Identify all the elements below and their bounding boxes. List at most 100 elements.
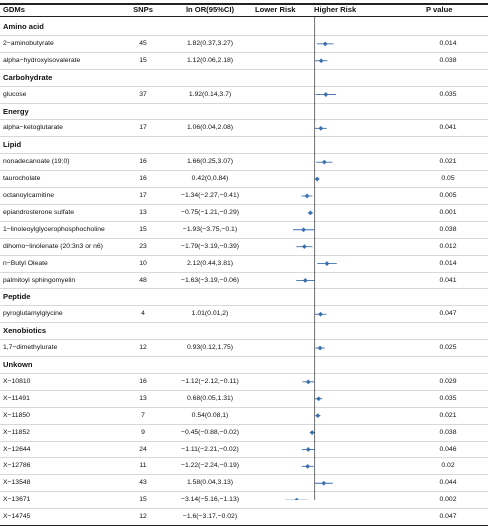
row-or-ci: −1.22(−2.24,−0.19) (180, 462, 239, 470)
row-separator (0, 102, 488, 104)
row-or-ci: −1.6(−3.17,−0.02) (182, 513, 238, 521)
row-name: alpha−hydroxyisovalerate (3, 56, 81, 64)
row-name: n−Butyl Oleate (3, 259, 48, 267)
row-snps: 9 (141, 428, 145, 436)
row-name: 1−linoleoylglycerophosphocholine (3, 225, 105, 233)
row-or-ci: −0.75(−1.21,−0.29) (180, 208, 239, 216)
row-or-ci: −1.63(−3.19,−0.06) (180, 276, 239, 284)
row-separator (0, 288, 488, 290)
col-header-gdms: GDMs (3, 5, 25, 14)
row-name: X−10810 (3, 377, 31, 385)
row-or-ci: 1.01(0.01,2) (191, 310, 229, 318)
row-separator (0, 271, 488, 273)
point-estimate (318, 125, 324, 131)
header-bottom-rule (0, 16, 488, 17)
row-snps: 43 (139, 479, 147, 487)
row-or-ci: −1.93(−3.75,−0.1) (182, 225, 238, 233)
row-p-value: 0.012 (439, 242, 457, 250)
row-or-ci: −1.11(−2.21,−0.02) (181, 445, 239, 453)
row-separator (0, 457, 488, 459)
point-estimate (323, 92, 329, 97)
row-separator (0, 237, 488, 239)
row-name: nonadecanoate (19:0) (3, 158, 70, 166)
row-snps: 23 (139, 242, 147, 250)
row-snps: 7 (141, 411, 145, 419)
point-estimate (302, 278, 308, 283)
row-separator (0, 389, 488, 391)
row-p-value: 0.029 (439, 377, 457, 385)
point-estimate (301, 244, 307, 250)
row-p-value: 0.041 (439, 124, 457, 132)
row-separator (0, 68, 488, 70)
group-label: Amino acid (3, 22, 44, 31)
group-label: Xenobiotics (3, 326, 47, 336)
col-header-lower-risk: Lower Risk (255, 5, 296, 14)
row-separator (0, 356, 488, 357)
group-label: Carbohydrate (3, 72, 53, 82)
point-estimate (305, 463, 311, 469)
row-snps: 16 (139, 175, 147, 183)
row-separator (0, 372, 488, 374)
row-name: X−11491 (3, 394, 30, 402)
row-separator (0, 305, 488, 307)
row-name: alpha−ketoglutarate (3, 124, 63, 132)
row-snps: 12 (139, 344, 147, 352)
row-separator (0, 170, 488, 172)
row-name: X−14745 (3, 513, 31, 521)
row-snps: 15 (139, 225, 147, 233)
row-name: glucose (3, 90, 27, 98)
row-snps: 24 (139, 445, 147, 453)
row-name: octanoylcarnitine (3, 192, 55, 199)
row-p-value: 0.025 (439, 344, 457, 352)
col-header-higher-risk: Higher Risk (314, 5, 357, 14)
row-p-value: 0.038 (439, 225, 457, 233)
row-p-value: 0.044 (439, 479, 457, 487)
group-label: Unkown (3, 360, 33, 369)
row-separator (0, 153, 488, 155)
row-separator (0, 51, 488, 53)
row-or-ci: 1.82(0.37,3.27) (186, 39, 234, 47)
row-name: X−11852 (3, 428, 30, 436)
point-estimate (305, 379, 311, 385)
row-name: X−12644 (3, 445, 31, 453)
row-or-ci: 0.68(0.05,1.31) (186, 394, 234, 402)
row-name: epiandrosterone sulfate (3, 208, 75, 216)
point-estimate (322, 41, 328, 47)
row-or-ci: 1.58(0.04,3.13) (186, 479, 234, 487)
row-name: pyroglutamylglycine (3, 310, 63, 318)
point-estimate (318, 311, 323, 317)
row-p-value: 0.021 (439, 158, 457, 166)
row-separator (0, 119, 488, 121)
col-header-or: ln OR(95%CI) (185, 5, 235, 14)
row-or-ci: 1.06(0.04,2.08) (186, 124, 234, 132)
row-name: taurocholate (3, 175, 41, 183)
row-or-ci: 0.54(0.08,1) (191, 411, 229, 419)
row-or-ci: −1.12(−2.12,−0.11) (181, 377, 239, 385)
row-or-ci: 1.12(0.06,2.18) (186, 56, 234, 64)
row-p-value: 0.014 (439, 259, 457, 267)
row-p-value: 0.05 (441, 175, 455, 183)
point-estimate (321, 480, 327, 486)
col-header-p-value: P value (426, 5, 453, 14)
row-p-value: 0.035 (439, 394, 457, 402)
row-separator (0, 85, 488, 87)
row-snps: 37 (139, 90, 147, 98)
point-estimate (315, 413, 321, 419)
row-p-value: 0.038 (439, 428, 457, 436)
row-name: 2−aminobutyrate (3, 39, 54, 47)
point-estimate (314, 176, 320, 182)
row-snps: 16 (139, 158, 147, 166)
header-top-rule (0, 3, 488, 5)
row-snps: 10 (139, 259, 147, 267)
row-p-value: 0.02 (441, 462, 455, 470)
row-snps: 15 (139, 56, 147, 64)
point-estimate (309, 430, 315, 435)
row-separator (0, 254, 488, 256)
row-or-ci: −1.34(−2.27,−0.41) (180, 192, 239, 199)
row-or-ci: −0.45(−0.88,−0.02) (180, 428, 239, 436)
row-or-ci: 2.12(0.44,3.81) (186, 259, 234, 267)
row-p-value: 0.038 (439, 56, 457, 64)
row-separator (0, 34, 488, 36)
row-or-ci: 0.42(0,0.84) (191, 175, 229, 183)
row-snps: 17 (139, 124, 147, 132)
